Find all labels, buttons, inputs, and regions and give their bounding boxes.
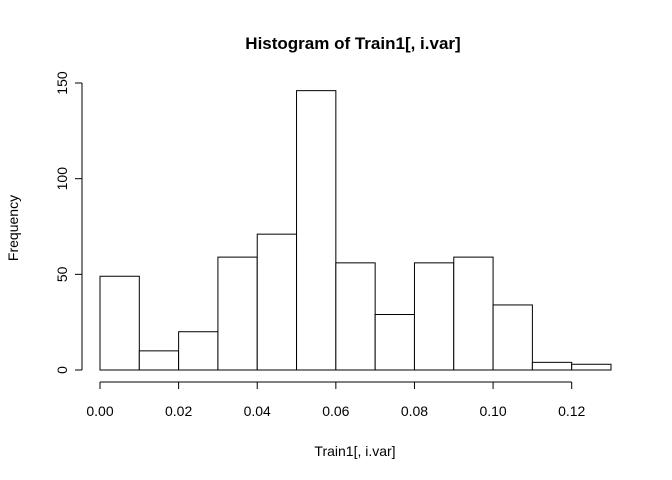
histogram-bar-6 [335,262,376,371]
x-tick-label-3: 0.06 [322,403,349,419]
y-axis: 0 50 100 150 [54,71,83,374]
histogram-bar-5 [296,90,337,371]
histogram-bar-0 [99,275,140,371]
x-tick-label-4: 0.08 [401,403,428,419]
histogram-bar-9 [453,256,494,371]
histogram-bar-11 [531,361,573,371]
y-tick-label-1: 50 [54,266,70,282]
x-tick-label-5: 0.10 [479,403,506,419]
x-axis: 0.00 0.02 0.04 0.06 0.08 0.10 0.12 [86,381,586,419]
y-tick-label-0: 0 [54,366,70,374]
x-tick-label-6: 0.12 [558,403,585,419]
x-axis-label: Train1[, i.var] [314,443,395,459]
x-tick-label-2: 0.04 [244,403,271,419]
histogram-bar-3 [217,256,258,371]
histogram-bar-8 [413,262,455,371]
chart-title: Histogram of Train1[, i.var] [245,34,460,53]
histogram-bar-10 [492,304,533,371]
histogram-bar-7 [374,314,415,371]
histogram-bar-2 [178,331,219,371]
y-tick-label-3: 150 [54,71,70,95]
y-tick-label-2: 100 [54,167,70,191]
histogram-bar-12 [571,363,612,371]
histogram-bar-1 [138,350,180,371]
y-axis-label: Frequency [5,195,21,261]
x-tick-label-0: 0.00 [86,403,113,419]
x-tick-label-1: 0.02 [165,403,192,419]
histogram-bar-4 [256,233,298,371]
bars-group [99,90,612,371]
